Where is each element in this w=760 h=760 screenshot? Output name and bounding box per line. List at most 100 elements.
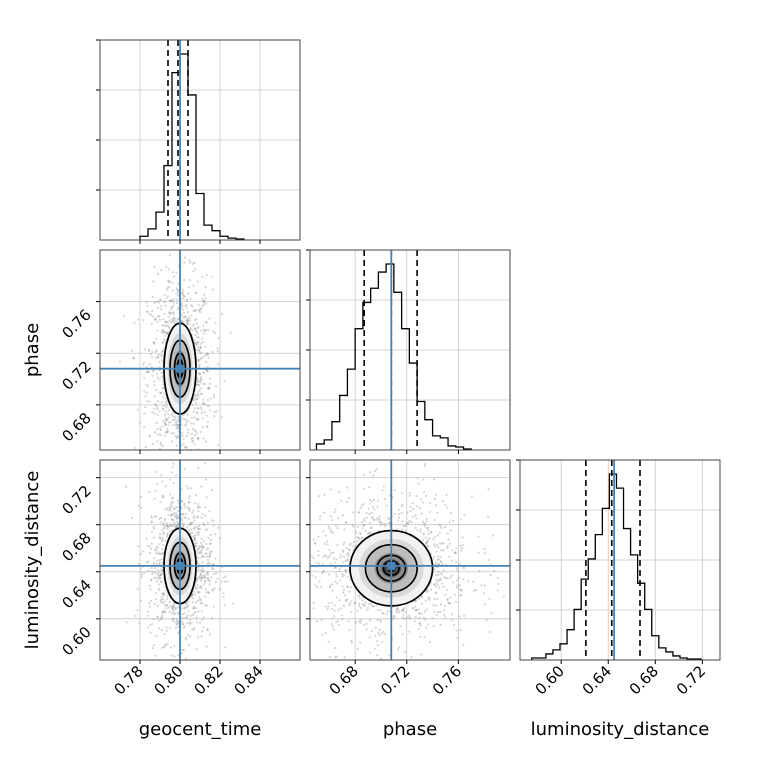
sample-point <box>160 308 163 311</box>
sample-point <box>160 268 163 272</box>
sample-point <box>415 517 418 520</box>
sample-point <box>334 566 337 569</box>
sample-point <box>462 578 465 581</box>
sample-point <box>146 310 149 313</box>
sample-point <box>357 511 360 514</box>
sample-point <box>151 315 155 318</box>
sample-point <box>331 589 334 592</box>
sample-point <box>315 561 318 564</box>
sample-point <box>199 572 203 575</box>
sample-point <box>200 587 203 590</box>
sample-point <box>175 444 178 448</box>
sample-point <box>177 620 180 624</box>
sample-point <box>168 280 171 283</box>
sample-point <box>171 281 174 284</box>
sample-point <box>161 324 164 327</box>
sample-point <box>161 354 164 357</box>
sample-point <box>187 609 190 612</box>
sample-point <box>333 646 337 650</box>
sample-point <box>177 505 180 509</box>
sample-point <box>186 320 189 323</box>
sample-point <box>194 601 198 604</box>
sample-point <box>171 619 174 622</box>
sample-point <box>402 525 405 528</box>
x-tick-label: 0.72 <box>377 662 413 698</box>
sample-point <box>397 512 401 516</box>
sample-point <box>346 559 350 562</box>
sample-point <box>313 541 317 544</box>
sample-point <box>427 532 430 536</box>
sample-point <box>422 522 426 526</box>
sample-point <box>446 546 449 550</box>
sample-point <box>171 319 174 322</box>
sample-point <box>160 474 163 477</box>
sample-point <box>182 648 185 651</box>
sample-point <box>158 378 161 381</box>
sample-point <box>410 521 413 524</box>
sample-point <box>323 511 326 514</box>
sample-point <box>340 499 343 502</box>
sample-point <box>201 570 204 573</box>
sample-point <box>130 349 134 352</box>
sample-point <box>187 600 190 603</box>
sample-point <box>184 445 187 448</box>
sample-point <box>422 616 426 620</box>
sample-point <box>173 507 176 511</box>
sample-point <box>157 315 160 318</box>
sample-point <box>207 578 210 581</box>
sample-point <box>448 601 451 605</box>
sample-point <box>155 349 158 352</box>
sample-point <box>377 499 380 502</box>
sample-point <box>175 437 178 440</box>
sample-point <box>378 517 381 520</box>
sample-point <box>305 488 307 490</box>
sample-point <box>159 501 162 504</box>
sample-point <box>206 571 209 574</box>
sample-point <box>322 555 325 558</box>
sample-point <box>154 490 157 493</box>
sample-point <box>372 605 375 608</box>
sample-point <box>157 589 161 592</box>
sample-point <box>162 337 166 341</box>
sample-point <box>194 327 197 330</box>
sample-point <box>139 599 143 602</box>
sample-point <box>161 614 164 617</box>
sample-point <box>350 641 354 644</box>
sample-point <box>361 599 364 602</box>
sample-point <box>168 507 171 510</box>
sample-point <box>446 506 449 509</box>
sample-point <box>156 428 159 431</box>
sample-point <box>435 550 438 553</box>
sample-point <box>425 626 428 629</box>
sample-point <box>381 489 384 492</box>
sample-point <box>191 531 194 535</box>
sample-point <box>191 305 194 308</box>
sample-point <box>368 636 371 639</box>
sample-point <box>190 487 193 490</box>
sample-point <box>361 603 364 606</box>
sample-point <box>159 298 162 301</box>
sample-point <box>177 612 180 616</box>
sample-point <box>171 500 174 503</box>
sample-point <box>403 617 406 620</box>
sample-point <box>194 429 197 432</box>
sample-point <box>193 451 195 453</box>
sample-point <box>151 374 154 377</box>
sample-point <box>151 622 154 626</box>
sample-point <box>192 323 195 326</box>
sample-point <box>408 614 411 617</box>
sample-point <box>180 320 184 323</box>
sample-point <box>425 526 429 530</box>
sample-point <box>202 555 205 558</box>
sample-point <box>158 298 162 301</box>
sample-point <box>177 425 180 428</box>
sample-point <box>380 657 383 660</box>
sample-point <box>153 318 156 322</box>
sample-point <box>310 555 314 558</box>
sample-point <box>182 295 185 298</box>
sample-point <box>171 415 174 418</box>
sample-point <box>404 611 407 614</box>
sample-point <box>205 425 209 428</box>
sample-point <box>196 358 200 362</box>
sample-point <box>215 661 217 663</box>
